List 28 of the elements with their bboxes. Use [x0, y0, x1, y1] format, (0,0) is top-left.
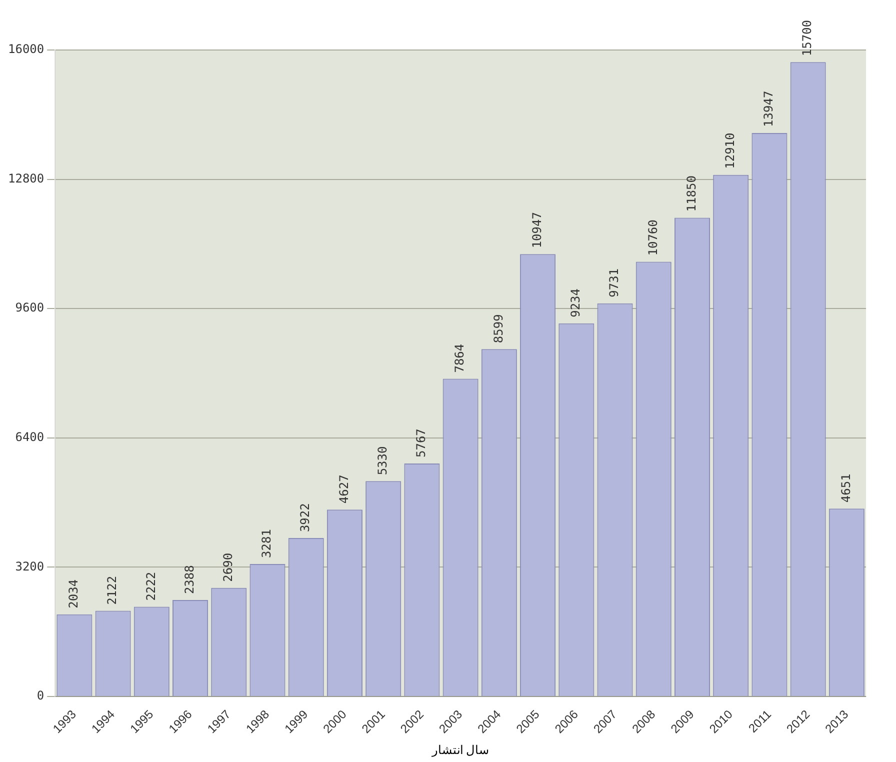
- data-label: 3281: [260, 529, 274, 558]
- y-tick-label: 3200: [15, 559, 44, 574]
- data-label: 10760: [646, 220, 660, 256]
- data-label: 13947: [762, 90, 776, 127]
- data-label: 7864: [452, 344, 467, 373]
- data-label: 15700: [800, 20, 814, 56]
- data-label: 12910: [722, 132, 737, 169]
- data-label: 2388: [182, 565, 196, 594]
- data-label: 2222: [144, 572, 158, 601]
- data-label: 10947: [530, 212, 544, 248]
- data-label: 9234: [568, 288, 583, 318]
- data-label: 9731: [607, 268, 622, 298]
- data-label: 5767: [414, 428, 428, 458]
- data-label: 4651: [838, 474, 853, 503]
- data-label: 2690: [221, 552, 236, 582]
- data-label: 11850: [684, 176, 698, 212]
- data-label: 5330: [375, 446, 390, 476]
- data-label: 2122: [105, 576, 120, 605]
- y-tick-label: 6400: [15, 430, 44, 444]
- y-tick-label: 12800: [8, 171, 44, 186]
- x-axis-title: سال انتشار: [430, 743, 490, 758]
- y-tick-label: 0: [36, 688, 44, 703]
- data-label: 2034: [66, 579, 81, 608]
- y-tick-label: 16000: [8, 42, 44, 56]
- data-label: 8599: [491, 314, 506, 344]
- data-label: 4627: [336, 474, 351, 504]
- y-tick-label: 9600: [15, 300, 44, 315]
- data-label: 3922: [298, 503, 312, 532]
